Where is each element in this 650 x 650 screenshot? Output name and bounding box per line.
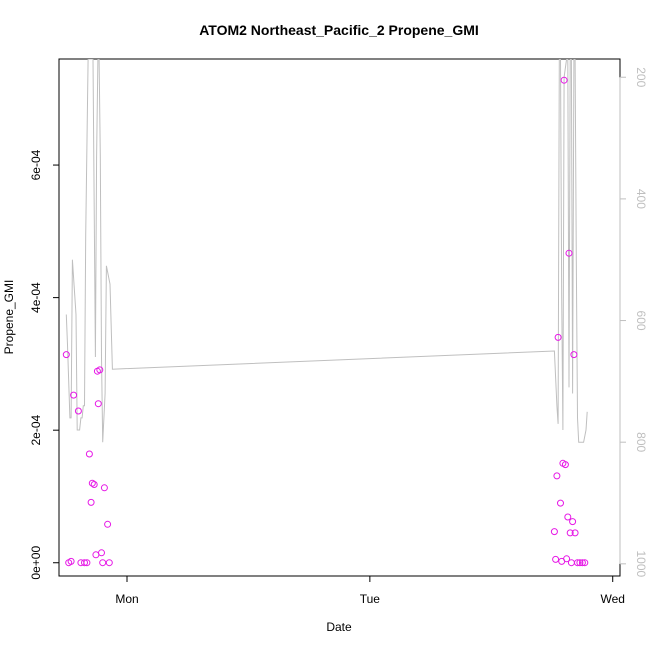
data-point xyxy=(99,559,107,567)
line-path xyxy=(65,59,588,443)
data-point xyxy=(565,249,573,257)
right-tick-label: 1000 xyxy=(634,550,648,577)
data-point xyxy=(105,559,113,567)
data-point xyxy=(571,529,579,537)
data-point xyxy=(553,472,561,480)
data-point xyxy=(96,366,104,374)
data-point xyxy=(90,481,98,488)
magenta-point-series xyxy=(62,76,589,567)
data-point xyxy=(576,559,584,567)
y-axis-label: Propene_GMI xyxy=(2,280,16,355)
chart-title: ATOM2 Northeast_Pacific_2 Propene_GMI xyxy=(199,22,479,38)
data-point xyxy=(74,407,82,415)
data-point xyxy=(561,461,569,469)
data-point xyxy=(85,450,93,458)
y-tick-label: 4e-04 xyxy=(29,282,43,313)
data-point xyxy=(574,559,581,567)
data-point xyxy=(581,559,589,567)
y-tick-label: 6e-04 xyxy=(29,149,43,180)
right-tick-label: 600 xyxy=(634,311,648,331)
data-point xyxy=(98,549,105,557)
data-point xyxy=(81,559,88,567)
axes: Mon Tue Wed 0e+00 2e-04 4e-04 6e-04 200 400 600 80… xyxy=(29,67,648,606)
data-point xyxy=(67,557,75,565)
data-point xyxy=(560,76,568,84)
data-point xyxy=(550,528,558,536)
data-point xyxy=(554,333,562,341)
y-tick-label: 0e+00 xyxy=(29,546,43,580)
data-point xyxy=(569,518,577,526)
x-tick-label: Wed xyxy=(600,592,624,606)
data-point xyxy=(83,559,91,567)
data-point xyxy=(88,479,96,487)
data-point xyxy=(100,484,108,492)
x-tick-label: Mon xyxy=(115,592,138,606)
data-point xyxy=(566,529,574,537)
data-point xyxy=(578,559,586,567)
y-tick-label: 2e-04 xyxy=(29,415,43,446)
x-tick-label: Tue xyxy=(360,592,381,606)
x-axis-label: Date xyxy=(326,620,352,634)
right-tick-label: 200 xyxy=(634,67,648,87)
data-point xyxy=(104,520,112,528)
data-point xyxy=(570,351,578,359)
data-point xyxy=(563,555,571,563)
data-point xyxy=(70,391,78,399)
right-tick-label: 800 xyxy=(634,432,648,452)
data-point xyxy=(87,498,95,506)
grey-line-series xyxy=(65,59,588,443)
data-point xyxy=(557,499,564,507)
right-tick-label: 400 xyxy=(634,189,648,209)
data-point xyxy=(552,555,560,563)
data-point xyxy=(564,513,572,521)
data-point xyxy=(62,351,70,359)
data-point xyxy=(94,400,102,408)
